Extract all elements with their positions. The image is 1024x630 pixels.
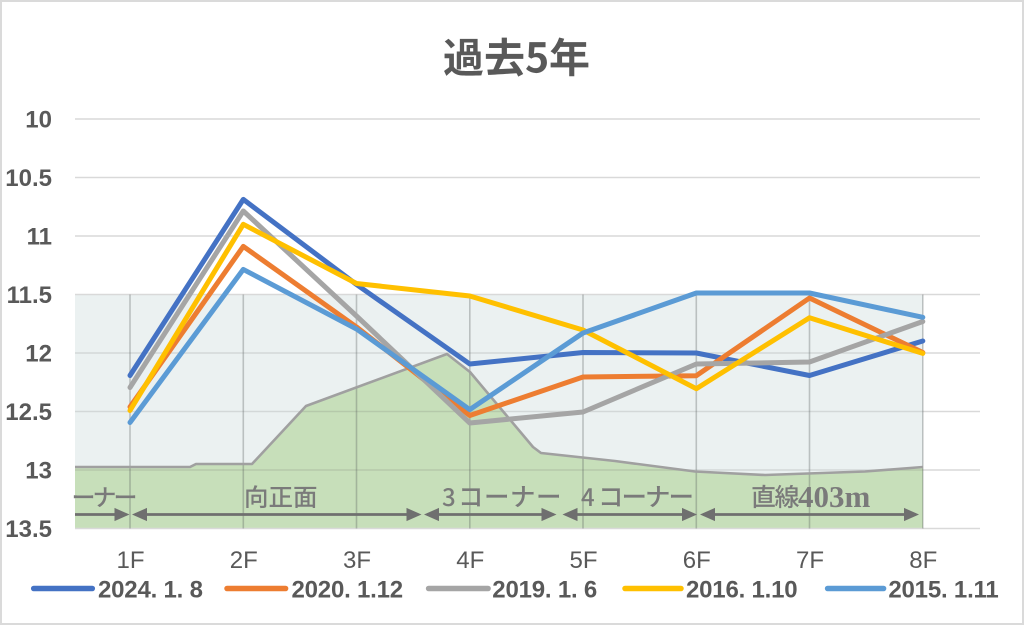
svg-text:5F: 5F xyxy=(569,547,597,574)
svg-text:11: 11 xyxy=(27,224,52,251)
svg-text:7F: 7F xyxy=(796,547,824,574)
svg-text:2F: 2F xyxy=(230,547,258,574)
svg-text:11.5: 11.5 xyxy=(7,282,52,309)
svg-text:2024. 1. 8: 2024. 1. 8 xyxy=(98,577,203,604)
svg-text:3F: 3F xyxy=(343,547,371,574)
svg-text:10.5: 10.5 xyxy=(5,165,52,192)
svg-text:2019. 1. 6: 2019. 1. 6 xyxy=(492,577,597,604)
svg-text:1F: 1F xyxy=(116,547,144,574)
svg-text:12.5: 12.5 xyxy=(5,399,52,426)
svg-text:13: 13 xyxy=(25,458,52,485)
svg-text:2020. 1.12: 2020. 1.12 xyxy=(292,577,403,604)
svg-text:8F: 8F xyxy=(909,547,937,574)
svg-text:10: 10 xyxy=(25,107,52,134)
svg-text:4F: 4F xyxy=(456,547,484,574)
svg-text:2016. 1.10: 2016. 1.10 xyxy=(686,577,797,604)
svg-text:403m: 403m xyxy=(798,479,871,514)
svg-text:2015. 1.11: 2015. 1.11 xyxy=(888,577,998,604)
svg-text:12: 12 xyxy=(25,341,52,368)
svg-text:13.5: 13.5 xyxy=(5,516,52,543)
svg-text:6F: 6F xyxy=(683,547,711,574)
